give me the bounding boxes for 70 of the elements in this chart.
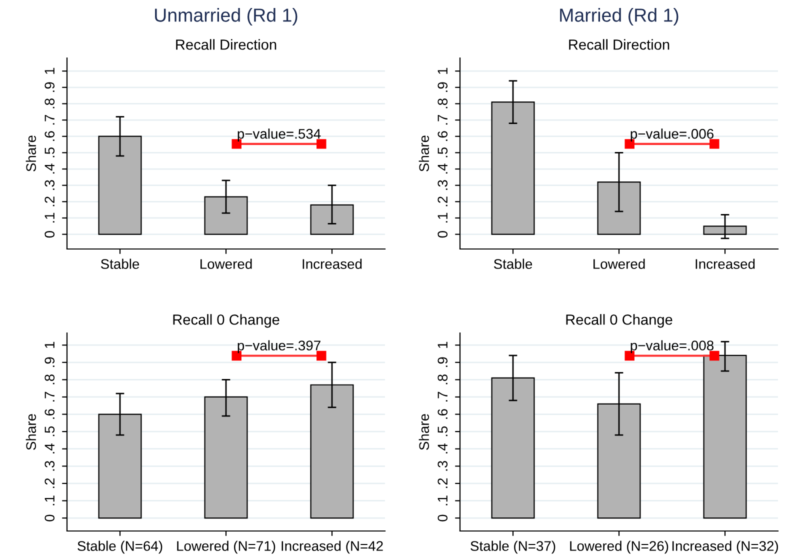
x-tick-label: Stable (N=37) (470, 540, 556, 554)
y-tick-label: .1 (44, 212, 54, 223)
y-tick-label: .5 (438, 426, 448, 436)
x-tick-label: Increased (N=42 (282, 540, 383, 554)
y-tick-label: 1 (44, 342, 54, 348)
y-tick-label: .2 (438, 478, 448, 488)
y-tick-label: .2 (438, 196, 448, 206)
y-tick-label: .8 (44, 374, 55, 384)
y-tick-label: 0 (44, 230, 55, 238)
chart-subtitle: Recall Direction (176, 39, 276, 50)
y-tick-label: .4 (44, 164, 54, 174)
y-tick-label: .6 (44, 131, 55, 141)
y-tick-label: 1 (438, 342, 448, 348)
y-tick-label: .4 (44, 443, 54, 454)
y-tick-label: .7 (438, 392, 448, 402)
y-tick-label: .3 (44, 460, 55, 471)
y-tick-label: 1 (44, 68, 54, 74)
y-axis-title: Share (26, 136, 36, 172)
chart-subtitle: Recall 0 Change (566, 314, 672, 328)
y-tick-label: .8 (438, 374, 448, 384)
y-tick-label: .1 (438, 496, 448, 506)
y-tick-label: .3 (438, 180, 448, 190)
y-tick-label: .7 (44, 392, 54, 402)
y-tick-label: .8 (438, 98, 448, 108)
annotation: p−value=.534 (238, 128, 321, 142)
annotation: p−value=.006 (630, 128, 714, 142)
y-axis-title: Share (418, 136, 430, 172)
y-tick-label: .6 (438, 131, 448, 141)
y-tick-label: .5 (44, 426, 55, 436)
chart-subtitle: Recall 0 Change (173, 314, 280, 328)
y-tick-label: .9 (438, 357, 448, 367)
y-tick-label: .3 (44, 180, 55, 190)
y-tick-label: .8 (44, 98, 55, 108)
y-tick-label: 0 (438, 514, 448, 522)
x-tick-label: Lowered (N=71) (177, 540, 276, 554)
y-tick-label: .7 (438, 114, 448, 125)
x-tick-label: Stable (N=64) (78, 540, 162, 554)
chart-subtitle: Recall Direction (569, 39, 670, 50)
y-tick-label: .4 (438, 164, 448, 174)
annotation: p−value=.397 (238, 340, 320, 354)
x-tick-label: Stable (100, 258, 140, 269)
y-tick-label: .6 (438, 409, 448, 419)
y-axis-title: Share (418, 414, 430, 450)
chart-title: Married (Rd 1) (560, 8, 678, 26)
x-tick-label: Increased (696, 258, 755, 269)
y-tick-label: .5 (44, 147, 55, 158)
y-tick-label: .1 (44, 496, 54, 506)
x-tick-label: Increased (302, 258, 362, 269)
y-tick-label: .9 (44, 357, 55, 367)
y-axis-title: Share (26, 414, 36, 450)
y-tick-label: .6 (44, 409, 55, 419)
y-tick-label: .1 (438, 212, 448, 223)
x-tick-label: Increased (N=32) (672, 540, 778, 554)
x-tick-label: Stable (494, 258, 532, 269)
y-tick-label: .5 (438, 147, 448, 158)
y-tick-label: .7 (44, 114, 54, 125)
annotation: p−value=.008 (630, 340, 714, 354)
y-tick-label: 1 (438, 68, 448, 74)
chart-title: Unmarried (Rd 1) (155, 8, 298, 26)
y-tick-label: .9 (438, 82, 448, 92)
y-tick-label: .4 (438, 443, 448, 454)
y-tick-label: 0 (44, 514, 55, 522)
y-tick-label: .2 (44, 478, 54, 488)
x-tick-label: Lowered (N=26) (570, 540, 668, 554)
y-tick-label: .3 (438, 460, 448, 471)
y-tick-label: .2 (44, 196, 54, 206)
y-tick-label: .9 (44, 82, 55, 92)
x-tick-label: Lowered (200, 258, 252, 269)
y-tick-label: 0 (438, 230, 448, 238)
x-tick-label: Lowered (594, 258, 645, 269)
